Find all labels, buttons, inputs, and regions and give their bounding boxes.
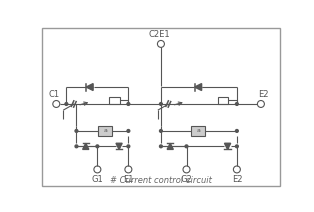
- Polygon shape: [225, 143, 231, 149]
- Circle shape: [185, 145, 188, 148]
- Text: E2: E2: [232, 175, 242, 184]
- Text: a: a: [103, 128, 107, 133]
- Polygon shape: [83, 143, 89, 149]
- Circle shape: [160, 130, 162, 132]
- Circle shape: [96, 145, 99, 148]
- Text: # Current control circuit: # Current control circuit: [110, 176, 212, 186]
- Text: G1: G1: [91, 175, 103, 184]
- Polygon shape: [167, 143, 173, 149]
- Bar: [218, 97, 228, 104]
- Circle shape: [160, 103, 162, 105]
- Text: E1: E1: [123, 175, 134, 184]
- FancyBboxPatch shape: [41, 28, 280, 186]
- Circle shape: [236, 145, 238, 148]
- Circle shape: [160, 145, 162, 148]
- Text: G2: G2: [181, 175, 192, 184]
- Circle shape: [65, 103, 68, 105]
- Polygon shape: [195, 84, 202, 91]
- Text: C1: C1: [48, 90, 60, 99]
- Circle shape: [127, 130, 130, 132]
- Bar: [109, 97, 120, 104]
- Polygon shape: [86, 84, 93, 91]
- Circle shape: [75, 130, 78, 132]
- Text: C2E1: C2E1: [149, 29, 170, 39]
- Circle shape: [75, 145, 78, 148]
- Text: a: a: [196, 128, 200, 133]
- Circle shape: [236, 103, 238, 105]
- Bar: [98, 126, 112, 135]
- Circle shape: [127, 103, 130, 105]
- Circle shape: [236, 130, 238, 132]
- Polygon shape: [116, 143, 122, 149]
- Bar: [191, 126, 205, 135]
- Text: E2: E2: [258, 90, 268, 99]
- Circle shape: [127, 145, 130, 148]
